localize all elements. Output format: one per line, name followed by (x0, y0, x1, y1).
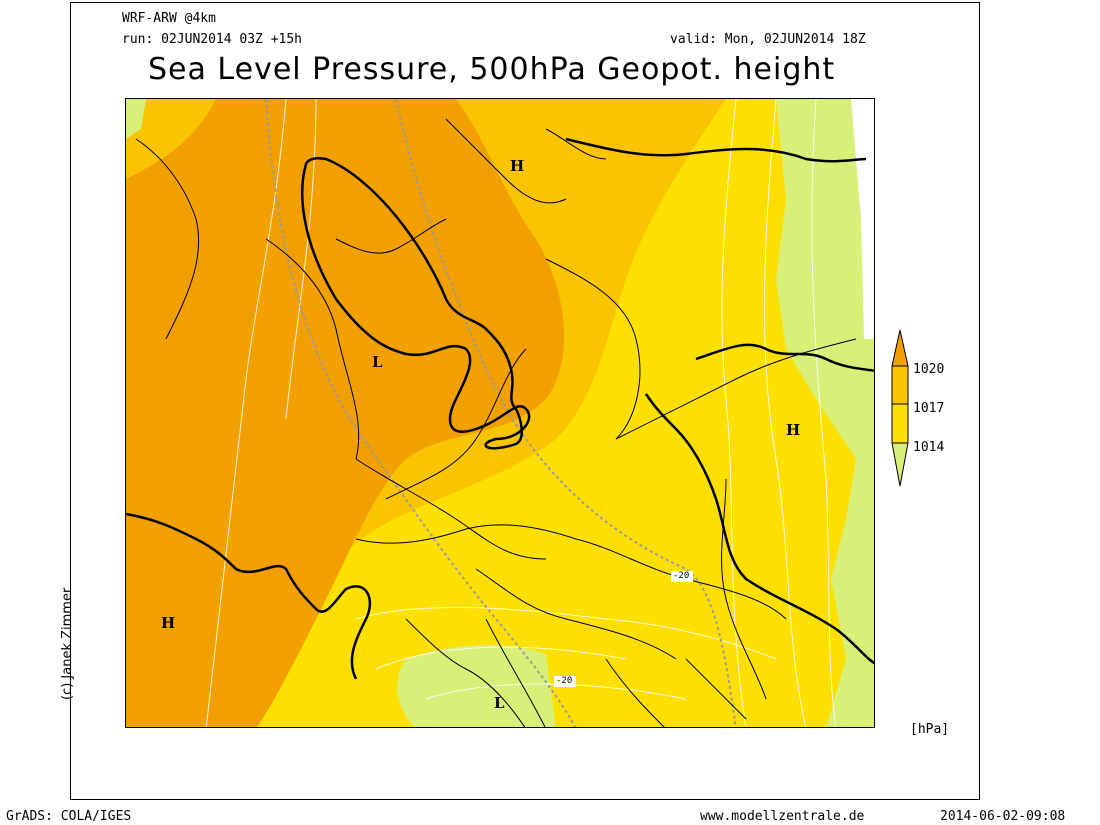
pressure-map: H L H H L -20 -20 (125, 98, 875, 728)
low-center-label: L (372, 353, 383, 371)
isobar-lines (205, 99, 837, 727)
legend-level: 1020 (913, 362, 945, 377)
country-borders (135, 138, 857, 727)
geopotential-label: -20 (673, 571, 690, 581)
high-center-label: H (786, 421, 801, 439)
plot-frame (70, 2, 980, 800)
coastlines (335, 118, 747, 727)
isobar-1020 (126, 137, 874, 680)
legend-unit: [hPa] (910, 722, 950, 737)
geopotential-label: -20 (556, 676, 573, 686)
low-pressure-region-east (776, 99, 874, 727)
valid-label: valid: Mon, 02JUN2014 18Z (670, 32, 866, 47)
legend-level: 1017 (913, 401, 945, 416)
legend-level: 1014 (913, 440, 945, 455)
credit-text: (c) Janek Zimmer (60, 587, 75, 700)
run-label: run: 02JUN2014 03Z +15h (122, 32, 303, 47)
low-center-label: L (494, 694, 505, 712)
chart-title: Sea Level Pressure, 500hPa Geopot. heigh… (148, 52, 836, 87)
footer-website: www.modellzentrale.de (700, 809, 865, 824)
geopotential-lines (265, 99, 737, 727)
low-pressure-region-south (397, 644, 556, 727)
footer-software: GrADS: COLA/IGES (6, 809, 132, 824)
color-bar (891, 329, 909, 487)
footer-timestamp: 2014-06-02-09:08 (940, 809, 1066, 824)
high-center-label: H (510, 157, 525, 175)
high-center-label: H (161, 614, 176, 632)
model-label: WRF-ARW @4km (122, 11, 216, 26)
